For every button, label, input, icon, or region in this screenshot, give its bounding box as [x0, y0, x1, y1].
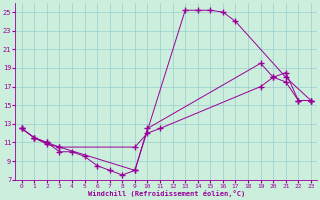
X-axis label: Windchill (Refroidissement éolien,°C): Windchill (Refroidissement éolien,°C): [88, 190, 245, 197]
